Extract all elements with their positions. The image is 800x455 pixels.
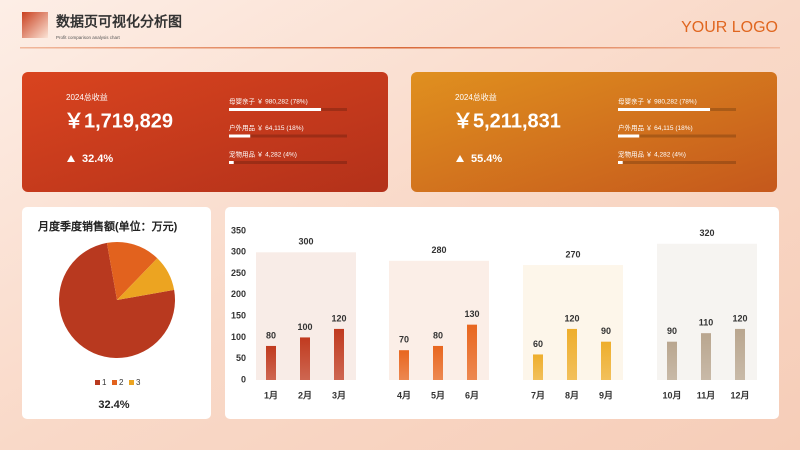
x-tick-label: 2月 <box>298 390 312 400</box>
kpi-value: ￥5,211,831 <box>453 110 561 132</box>
progress-bar <box>229 108 322 111</box>
bar-value-label: 80 <box>433 330 443 340</box>
x-tick-label: 4月 <box>397 390 411 400</box>
pie-slice <box>59 242 175 358</box>
bar <box>701 333 711 380</box>
bar <box>334 328 344 380</box>
bar <box>735 328 745 380</box>
page-subtitle: Profit comparison analysis chart <box>56 35 121 40</box>
legend-label: 3 <box>136 378 141 387</box>
header-divider <box>20 47 780 49</box>
kpi-label: 2024总收益 <box>66 92 108 102</box>
legend-label: 2 <box>119 378 124 387</box>
y-tick-label: 350 <box>231 225 246 235</box>
pie-slice <box>106 241 158 300</box>
y-tick-label: 100 <box>231 332 246 342</box>
bar <box>300 337 310 380</box>
page-title: 数据页可视化分析图 <box>56 14 182 30</box>
progress-bar <box>618 134 640 138</box>
bar-value-label: 70 <box>399 335 409 345</box>
bar-value-label: 60 <box>533 339 543 349</box>
bar <box>601 341 611 380</box>
bar-value-label: 120 <box>331 313 346 323</box>
quarter-total-label: 300 <box>298 237 313 247</box>
x-tick-label: 7月 <box>531 390 545 400</box>
kpi-label: 2024总收益 <box>455 92 497 102</box>
progress-bar <box>229 134 251 138</box>
item-label: 母婴亲子 ￥ 980,282 (78%) <box>618 97 697 106</box>
item-label: 宠物用品 ￥ 4,282 (4%) <box>229 150 297 159</box>
legend-swatch <box>95 380 100 385</box>
y-tick-label: 50 <box>236 353 246 363</box>
x-tick-label: 5月 <box>431 390 445 400</box>
kpi-change: 32.4% <box>82 153 113 165</box>
progress-bar <box>229 161 234 164</box>
pie-annotation: 32.4% <box>98 399 129 411</box>
x-tick-label: 6月 <box>465 390 479 400</box>
bar <box>567 328 577 380</box>
y-tick-label: 250 <box>231 268 246 278</box>
y-tick-label: 0 <box>241 374 246 384</box>
up-arrow <box>456 155 464 162</box>
bar-value-label: 80 <box>266 330 276 340</box>
header-icon <box>22 12 48 38</box>
up-arrow <box>67 155 75 162</box>
x-tick-label: 3月 <box>332 390 346 400</box>
progress-bar <box>618 161 623 164</box>
x-tick-label: 10月 <box>662 390 681 400</box>
bar-value-label: 90 <box>601 326 611 336</box>
bar-value-label: 100 <box>297 322 312 332</box>
bar <box>399 350 409 380</box>
x-tick-label: 1月 <box>264 390 278 400</box>
progress-track <box>618 134 736 138</box>
legend-swatch <box>129 380 134 385</box>
kpi-change: 55.4% <box>471 153 502 165</box>
bar <box>433 345 443 380</box>
kpi-card <box>411 72 777 192</box>
legend-label: 1 <box>102 378 107 387</box>
legend-swatch <box>112 380 117 385</box>
bar <box>266 345 276 380</box>
bar-value-label: 90 <box>667 326 677 336</box>
bar <box>667 341 677 380</box>
x-tick-label: 11月 <box>697 390 716 400</box>
progress-track <box>229 161 347 164</box>
item-label: 户外用品 ￥ 64,115 (18%) <box>229 123 304 132</box>
bar <box>533 354 543 380</box>
progress-track <box>229 134 347 138</box>
logo: YOUR LOGO <box>681 19 778 36</box>
pie-slice <box>117 258 175 300</box>
quarter-total-label: 280 <box>431 245 446 255</box>
item-label: 户外用品 ￥ 64,115 (18%) <box>618 123 693 132</box>
progress-bar <box>618 108 711 111</box>
bar-value-label: 120 <box>732 313 747 323</box>
quarter-total-label: 320 <box>699 228 714 238</box>
kpi-card <box>22 72 388 192</box>
y-tick-label: 150 <box>231 311 246 321</box>
bar-value-label: 120 <box>564 313 579 323</box>
chart-title: 月度季度销售额(单位：万元) <box>37 219 178 233</box>
kpi-value: ￥1,719,829 <box>64 110 173 132</box>
item-label: 母婴亲子 ￥ 980,282 (78%) <box>229 97 308 106</box>
item-label: 宠物用品 ￥ 4,282 (4%) <box>618 150 686 159</box>
bar-value-label: 130 <box>464 309 479 319</box>
quarter-total-label: 270 <box>565 249 580 259</box>
x-tick-label: 12月 <box>730 390 749 400</box>
bar-panel <box>225 207 779 419</box>
y-tick-label: 300 <box>231 247 246 257</box>
x-tick-label: 9月 <box>599 390 613 400</box>
progress-track <box>618 161 736 164</box>
y-tick-label: 200 <box>231 289 246 299</box>
bar <box>467 324 477 380</box>
bar-value-label: 110 <box>699 318 714 328</box>
x-tick-label: 8月 <box>565 390 579 400</box>
